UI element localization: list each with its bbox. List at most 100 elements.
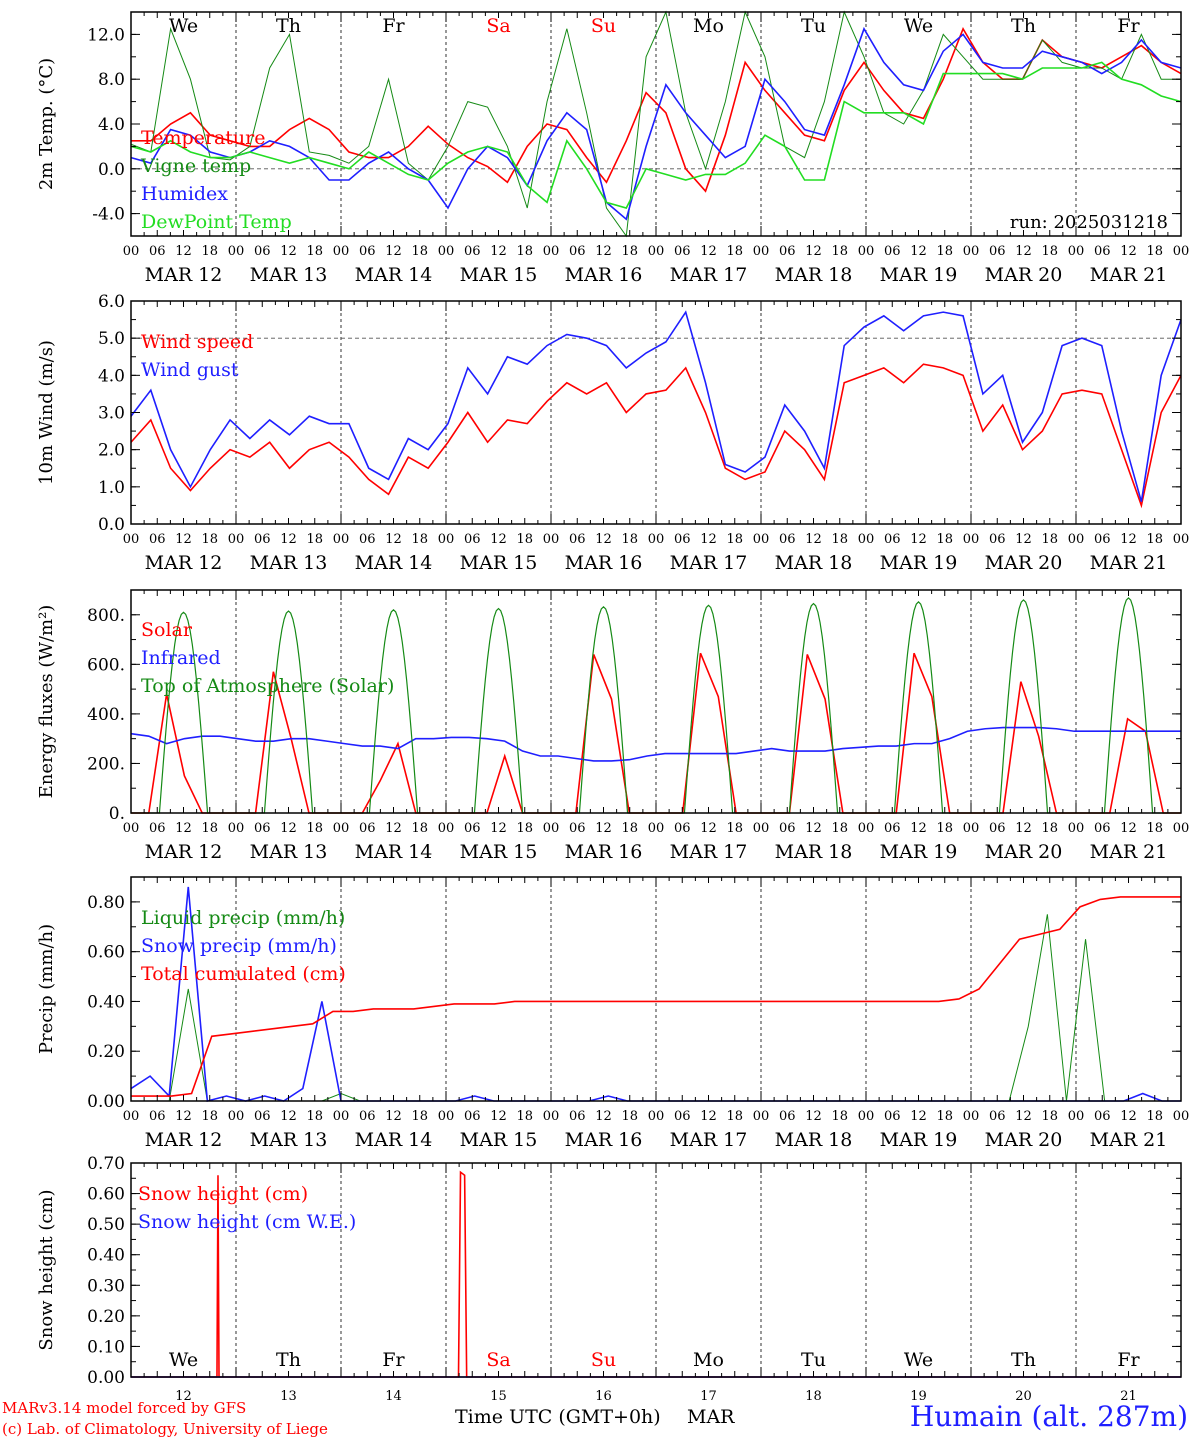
hour-tick-label: 12 bbox=[175, 244, 192, 259]
hour-tick-label: 06 bbox=[1094, 821, 1111, 836]
y-axis-label: 2m Temp. (°C) bbox=[36, 58, 57, 190]
hour-tick-label: 06 bbox=[569, 821, 586, 836]
hour-tick-label: 00 bbox=[438, 1109, 455, 1124]
hour-tick-label: 12 bbox=[700, 1109, 717, 1124]
y-tick-label: -4.0 bbox=[92, 205, 125, 225]
date-label: MAR 21 bbox=[1090, 264, 1168, 286]
day-number-label: 19 bbox=[910, 1389, 927, 1404]
series-line bbox=[130, 10, 1181, 238]
hour-tick-label: 18 bbox=[201, 821, 218, 836]
hour-tick-label: 06 bbox=[254, 532, 271, 547]
hour-tick-label: 12 bbox=[1015, 1109, 1032, 1124]
day-number-label: 12 bbox=[175, 1389, 192, 1404]
day-number-label: 17 bbox=[700, 1389, 717, 1404]
date-label: MAR 18 bbox=[775, 841, 853, 863]
y-tick-label: 5.0 bbox=[98, 329, 125, 349]
hour-tick-label: 06 bbox=[989, 821, 1006, 836]
hour-tick-label: 00 bbox=[963, 1109, 980, 1124]
weekday-label: Fr bbox=[382, 1349, 405, 1371]
y-axis-label: Energy fluxes (W/m²) bbox=[36, 605, 57, 799]
y-axis-label: 10m Wind (m/s) bbox=[36, 340, 57, 485]
series-line bbox=[130, 26, 1182, 221]
date-label: MAR 13 bbox=[250, 264, 328, 286]
y-tick-label: 0.20 bbox=[87, 1042, 125, 1062]
hour-tick-label: 12 bbox=[175, 1109, 192, 1124]
hour-tick-label: 18 bbox=[411, 244, 428, 259]
date-label: MAR 17 bbox=[670, 1129, 748, 1151]
hour-tick-label: 00 bbox=[1068, 532, 1085, 547]
hour-tick-label: 00 bbox=[333, 1109, 350, 1124]
date-label: MAR 16 bbox=[565, 552, 643, 574]
hour-tick-label: 06 bbox=[464, 244, 481, 259]
weekday-label: Su bbox=[591, 1349, 616, 1371]
series-line bbox=[446, 607, 551, 814]
hour-tick-label: 06 bbox=[989, 244, 1006, 259]
hour-tick-label: 18 bbox=[621, 532, 638, 547]
legend-entry: Wind gust bbox=[141, 359, 239, 381]
hour-tick-label: 12 bbox=[490, 532, 507, 547]
hour-tick-label: 12 bbox=[490, 821, 507, 836]
hour-tick-label: 12 bbox=[805, 244, 822, 259]
hour-tick-label: 00 bbox=[438, 244, 455, 259]
date-label: MAR 13 bbox=[250, 1129, 328, 1151]
y-tick-label: 600. bbox=[87, 655, 125, 675]
series-line bbox=[131, 611, 236, 814]
y-tick-label: 8.0 bbox=[98, 70, 125, 90]
hour-tick-label: 06 bbox=[464, 821, 481, 836]
date-label: MAR 20 bbox=[985, 841, 1063, 863]
y-tick-label: 4.0 bbox=[98, 115, 125, 135]
hour-tick-label: 18 bbox=[201, 244, 218, 259]
legend-entry: Temperature bbox=[141, 127, 265, 149]
hour-tick-label: 00 bbox=[333, 244, 350, 259]
y-tick-label: 12.0 bbox=[87, 25, 125, 45]
date-label: MAR 17 bbox=[670, 552, 748, 574]
hour-tick-label: 12 bbox=[910, 1109, 927, 1124]
hour-tick-label: 00 bbox=[228, 532, 245, 547]
hour-tick-label: 00 bbox=[543, 532, 560, 547]
date-label: MAR 15 bbox=[460, 1129, 538, 1151]
legend-entry: Vigne temp bbox=[140, 155, 251, 177]
date-label: MAR 16 bbox=[565, 264, 643, 286]
hour-tick-label: 06 bbox=[359, 532, 376, 547]
series-line bbox=[341, 608, 446, 814]
hour-tick-label: 18 bbox=[1146, 821, 1163, 836]
hour-tick-label: 12 bbox=[490, 244, 507, 259]
weekday-label: Tu bbox=[801, 15, 826, 37]
hour-tick-label: 12 bbox=[1120, 532, 1137, 547]
hour-tick-label: 06 bbox=[149, 1109, 166, 1124]
hour-tick-label: 06 bbox=[884, 532, 901, 547]
hour-tick-label: 18 bbox=[201, 532, 218, 547]
series-line bbox=[130, 61, 1182, 209]
weekday-label: Th bbox=[276, 15, 301, 37]
hour-tick-label: 00 bbox=[858, 244, 875, 259]
date-label: MAR 12 bbox=[145, 1129, 223, 1151]
hour-tick-label: 06 bbox=[884, 1109, 901, 1124]
date-label: MAR 18 bbox=[775, 1129, 853, 1151]
date-label: MAR 14 bbox=[355, 1129, 433, 1151]
hour-tick-label: 06 bbox=[569, 532, 586, 547]
hour-tick-label: 00 bbox=[963, 532, 980, 547]
y-tick-label: 3.0 bbox=[98, 404, 125, 424]
hour-tick-label: 06 bbox=[1094, 244, 1111, 259]
hour-tick-label: 18 bbox=[306, 244, 323, 259]
hour-tick-label: 12 bbox=[280, 1109, 297, 1124]
hour-tick-label: 00 bbox=[648, 1109, 665, 1124]
weekday-label: We bbox=[169, 15, 198, 37]
hour-tick-label: 12 bbox=[1015, 821, 1032, 836]
date-label: MAR 20 bbox=[985, 552, 1063, 574]
date-label: MAR 13 bbox=[250, 841, 328, 863]
legend-entry: Wind speed bbox=[141, 331, 253, 353]
hour-tick-label: 12 bbox=[1120, 821, 1137, 836]
day-number-label: 13 bbox=[280, 1389, 297, 1404]
series-line bbox=[866, 601, 971, 814]
date-label: MAR 16 bbox=[565, 841, 643, 863]
weekday-label: Tu bbox=[801, 1349, 826, 1371]
hour-tick-label: 06 bbox=[359, 1109, 376, 1124]
hour-tick-label: 18 bbox=[1146, 532, 1163, 547]
hour-tick-label: 18 bbox=[1041, 821, 1058, 836]
weekday-label: Fr bbox=[1117, 1349, 1140, 1371]
date-label: MAR 14 bbox=[355, 264, 433, 286]
hour-tick-label: 18 bbox=[411, 821, 428, 836]
hour-tick-label: 06 bbox=[359, 821, 376, 836]
hour-tick-label: 12 bbox=[595, 821, 612, 836]
